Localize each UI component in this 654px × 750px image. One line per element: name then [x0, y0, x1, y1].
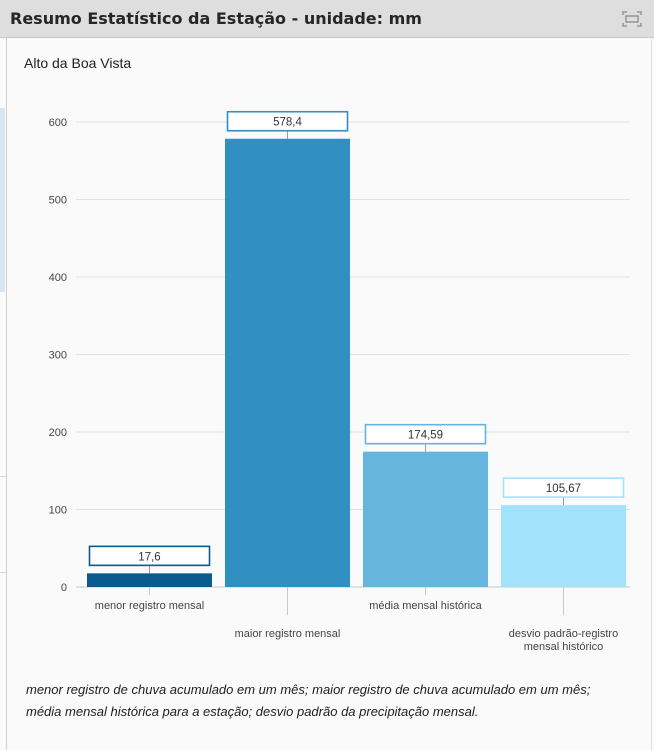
data-label: 174,59: [408, 430, 443, 442]
chart-title: Alto da Boa Vista: [24, 55, 132, 71]
data-label: 17,6: [138, 551, 160, 563]
data-label-box: [226, 110, 349, 132]
x-tick-label: média mensal histórica: [369, 600, 482, 612]
data-label-box: [364, 423, 487, 445]
y-tick-label: 100: [49, 505, 67, 517]
x-tick-label: menor registro mensal: [95, 600, 204, 612]
y-tick-label: 400: [49, 272, 67, 284]
left-accent-strip: [0, 108, 5, 292]
left-divider: [0, 476, 6, 477]
y-tick-label: 600: [49, 117, 67, 129]
x-tick-label: maior registro mensal: [235, 628, 341, 640]
data-label-box: [88, 545, 211, 567]
bar: [501, 505, 626, 587]
y-tick-label: 300: [49, 350, 67, 362]
bar: [87, 573, 212, 587]
x-tick-label: mensal histórico: [524, 641, 603, 653]
panel-title: Resumo Estatístico da Estação - unidade:…: [10, 9, 422, 28]
y-tick-label: 500: [49, 195, 67, 207]
chart-footnote: menor registro de chuva acumulado em um …: [26, 682, 591, 719]
expand-icon[interactable]: [620, 9, 644, 29]
bar: [363, 451, 488, 587]
y-tick-label: 200: [49, 427, 67, 439]
data-label: 105,67: [546, 483, 581, 495]
panel-header: Resumo Estatístico da Estação - unidade:…: [0, 0, 654, 38]
left-divider: [0, 572, 6, 573]
bar-chart: 0 100 200 300 400 500 600 17,6 menor registro me…: [49, 110, 630, 653]
y-tick-label: 0: [61, 582, 67, 594]
x-tick-label: desvio padrão-registro: [509, 628, 618, 640]
data-label: 578,4: [273, 117, 302, 129]
data-label-box: [502, 477, 625, 498]
bar: [225, 138, 350, 588]
